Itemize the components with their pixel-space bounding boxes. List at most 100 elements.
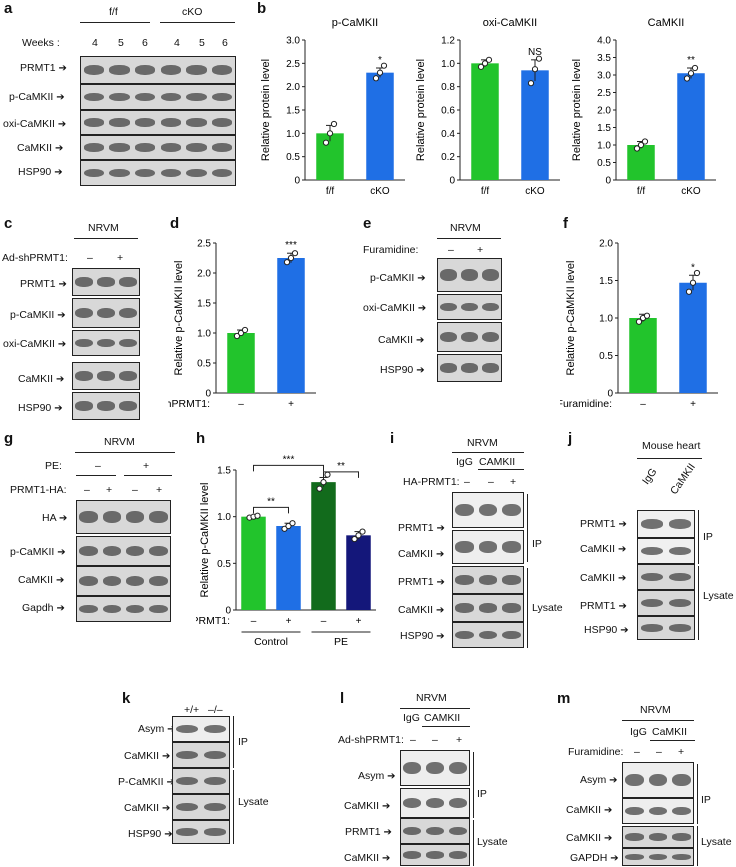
ip-label-camkii: CaMKII	[652, 726, 688, 738]
western-blot-band	[452, 492, 524, 528]
significance-label: NS	[528, 47, 542, 58]
row-label: PRMT1 ➔	[20, 62, 67, 74]
title-underline	[74, 238, 138, 239]
bar	[629, 318, 657, 393]
treatment-label: PRMT1-HA:	[10, 484, 67, 496]
panel-label-e: e	[363, 215, 372, 232]
panel-label-b: b	[257, 0, 267, 17]
row-label: CaMKII ➔	[378, 334, 425, 346]
data-point	[355, 532, 362, 539]
band-signal	[83, 143, 105, 152]
panel-label-h: h	[196, 430, 206, 447]
band-signal	[109, 92, 130, 102]
western-blot-band	[80, 135, 236, 160]
western-blot-band	[437, 322, 502, 352]
row-label: p-CaMKII ➔	[10, 546, 66, 558]
y-tick-label: 0.2	[441, 152, 455, 163]
band-signal	[461, 363, 478, 373]
panel-label-m: m	[557, 690, 571, 707]
group-label: PE	[334, 636, 348, 648]
chart-title: p-CaMKII	[332, 17, 378, 29]
row-label: P-CaMKII ➔	[118, 776, 175, 788]
band-signal	[425, 761, 445, 775]
western-blot-band	[452, 566, 524, 594]
y-tick-label: 0.5	[217, 559, 231, 570]
condition-title: NRVM	[104, 436, 135, 448]
band-signal	[482, 302, 499, 312]
data-point	[685, 288, 693, 295]
row-label: Asym ➔	[358, 770, 396, 782]
band-signal	[79, 545, 98, 557]
data-point	[689, 279, 697, 286]
row-label: CaMKII ➔	[18, 373, 65, 385]
row-label: Gapdh ➔	[22, 602, 65, 614]
condition-title: Mouse heart	[642, 440, 701, 452]
condition-title: NRVM	[450, 222, 481, 234]
y-axis-label: Relative p-CaMKII level	[173, 261, 185, 376]
pe-label: PE:	[45, 460, 62, 472]
band-signal	[175, 802, 199, 812]
band-signal	[75, 338, 93, 348]
x-tick-label: –	[251, 616, 257, 627]
data-point	[316, 485, 323, 492]
sign: +	[678, 746, 685, 758]
band-signal	[640, 624, 664, 632]
chart-b-oxi-camkii: 0 0.2 0.4 0.6 0.8 1.0 1.2 Relative protein leve…	[415, 17, 560, 197]
ip-bracket	[698, 510, 699, 564]
row-label: CaMKII ➔	[18, 574, 65, 586]
data-point	[531, 66, 539, 73]
sign: +	[156, 484, 163, 496]
band-signal	[83, 92, 105, 102]
x-tick-label: cKO	[525, 186, 545, 197]
row-label: HSP90 ➔	[400, 630, 445, 642]
week-col-6: 6	[222, 37, 228, 49]
significance-label: ***	[283, 454, 295, 465]
band-signal	[97, 307, 115, 319]
chart-d: 0 0.5 1.0 1.5 2.0 2.5 Relative p-CaMKII level –…	[168, 239, 316, 410]
band-signal	[134, 143, 156, 152]
band-signal	[440, 302, 457, 312]
band-signal	[425, 851, 445, 859]
band-signal	[502, 603, 521, 613]
western-blot-band	[72, 330, 140, 356]
band-signal	[461, 269, 478, 281]
ip-label-camkii: CAMKII	[479, 456, 516, 468]
y-tick-label: 0.5	[286, 152, 300, 163]
band-signal	[403, 797, 422, 809]
band-signal	[186, 143, 207, 152]
y-tick-label: 2.5	[597, 88, 611, 99]
bar	[346, 535, 371, 610]
data-point	[289, 520, 296, 527]
western-blot-band	[400, 788, 470, 818]
data-point	[481, 60, 489, 67]
band-signal	[109, 143, 130, 152]
band-signal	[672, 806, 691, 816]
band-signal	[97, 277, 115, 287]
western-blot-band	[76, 566, 171, 596]
lysate-bracket	[473, 820, 474, 866]
band-signal	[97, 338, 115, 348]
bar	[277, 258, 305, 393]
band-signal	[186, 65, 207, 75]
row-label: p-CaMKII ➔	[370, 272, 426, 284]
western-blot-band	[622, 826, 694, 848]
band-signal	[672, 773, 691, 787]
row-label: CaMKII ➔	[344, 852, 391, 864]
treatment-label: Furamidine:	[363, 244, 419, 256]
ip-label-camkii: CaMKII	[668, 461, 698, 497]
significance-bracket	[253, 464, 324, 472]
bar	[679, 282, 707, 393]
x-tick-label: +	[288, 399, 294, 410]
row-label: CaMKII ➔	[580, 572, 627, 584]
ip-label: IP	[701, 794, 711, 806]
data-point	[359, 528, 366, 535]
band-signal	[478, 630, 498, 640]
western-blot-band	[637, 510, 695, 538]
title-underline	[622, 720, 694, 721]
western-blot-band	[80, 84, 236, 110]
bar	[366, 72, 394, 180]
lysate-label: Lysate	[532, 602, 563, 614]
lysate-bracket	[697, 826, 698, 866]
condition-title: NRVM	[467, 437, 498, 449]
sign: +	[456, 734, 463, 746]
